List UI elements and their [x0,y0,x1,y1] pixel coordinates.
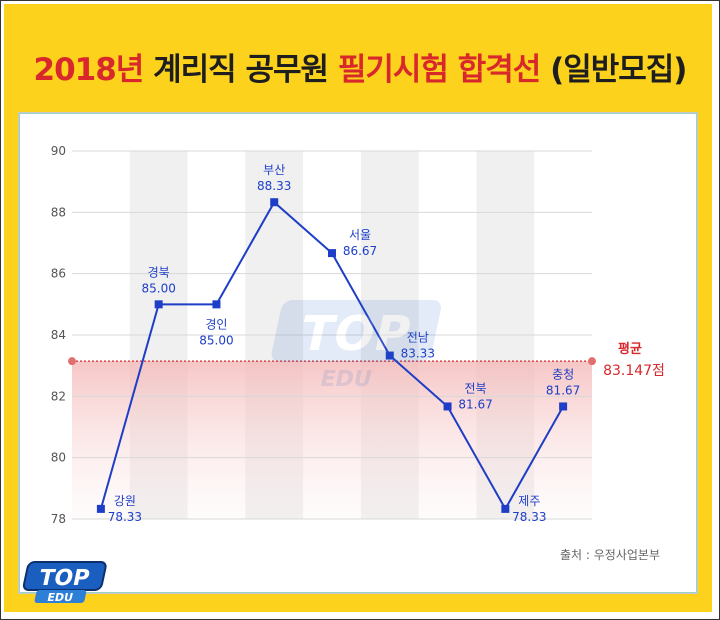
data-point [559,402,568,411]
title-year: 2018년 [33,52,145,88]
average-label: 평균 [618,341,642,357]
y-tick-label: 82 [51,389,66,403]
chart-title: 2018년 계리직 공무원 필기시험 합격선 (일반모집) [0,44,720,89]
category-label: 경북 [148,265,170,279]
data-label: 81.67 [458,397,492,411]
y-tick-label: 78 [51,512,66,526]
data-label: 86.67 [343,244,377,258]
title-mid: 계리직 공무원 [153,52,329,88]
title-highlight: 필기시험 합격선 [337,52,541,88]
top-edu-logo: TOP EDU [22,561,107,604]
data-point [328,249,336,258]
category-label: 제주 [518,494,540,508]
data-label: 81.67 [546,383,580,397]
data-point [96,504,105,513]
data-point [385,351,394,360]
data-label: 85.00 [141,281,175,295]
y-tick-label: 90 [51,144,66,158]
y-tick-label: 80 [51,451,66,465]
data-label: 88.33 [257,179,291,193]
y-tick-label: 84 [51,328,66,342]
data-label: 78.33 [512,510,546,524]
category-label: 부산 [263,163,285,177]
category-label: 전남 [407,331,429,345]
y-tick-label: 88 [51,205,66,219]
source-note: 출처 : 우정사업본부 [560,548,660,562]
data-point [154,300,163,309]
average-dot-right [588,357,596,366]
category-label: 충청 [552,367,574,381]
data-point [270,198,279,207]
data-label: 78.33 [108,510,142,524]
data-point [212,300,221,309]
logo-main: TOP [37,565,92,591]
category-label: 강원 [114,494,136,508]
logo-sub: EDU [46,591,74,604]
data-label: 85.00 [199,333,233,347]
data-label: 83.33 [401,347,435,361]
average-value: 83.147점 [603,363,665,379]
data-point [501,504,510,513]
title-tail: (일반모집) [550,52,687,88]
category-label: 서울 [349,228,371,242]
y-tick-label: 86 [51,267,66,281]
category-label: 경인 [205,317,227,331]
average-dot-left [68,357,76,366]
category-label: 전북 [465,381,487,395]
data-point [443,402,452,411]
average-area [72,361,592,519]
